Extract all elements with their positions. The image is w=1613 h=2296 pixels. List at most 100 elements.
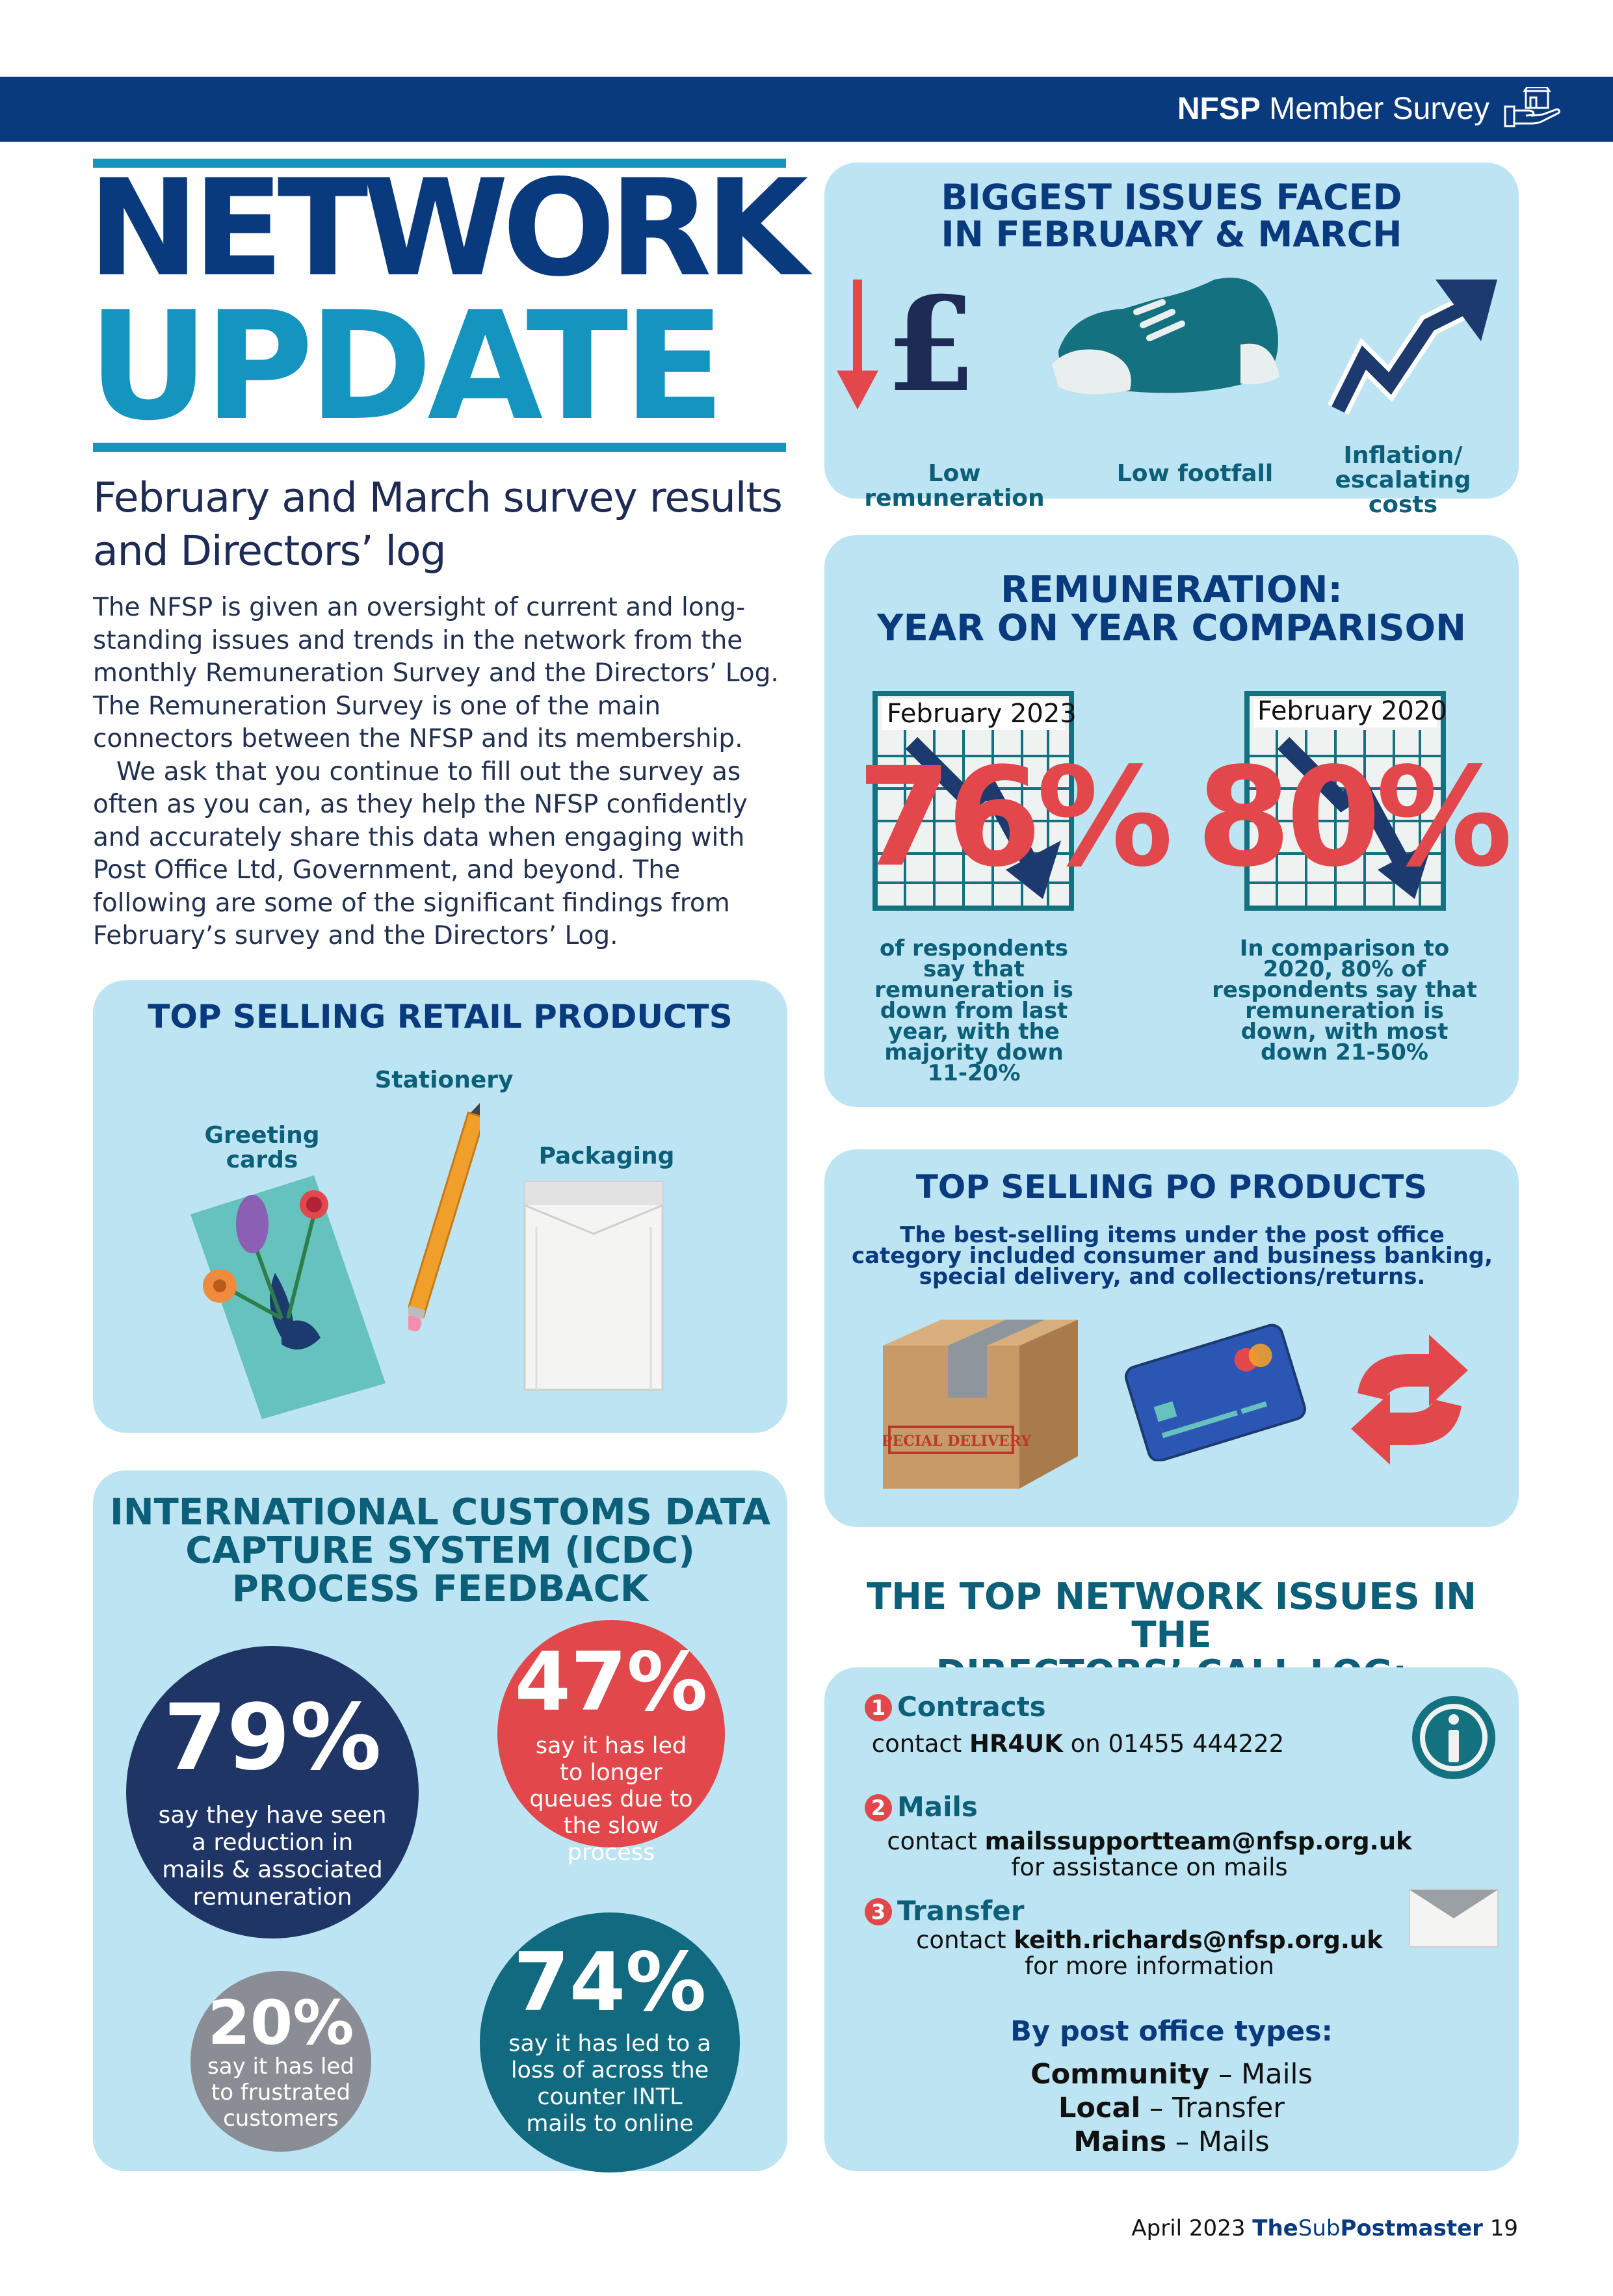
issue-mails-heading: 2 Mails [865, 1791, 978, 1823]
remuneration-card-2023: February 2023 76% of respondents say tha… [844, 691, 1174, 1086]
stat-circle-20: 20% say it has led to frustrated custome… [190, 1971, 371, 2152]
biggest-issues-title-line2: IN FEBRUARY & MARCH [941, 213, 1402, 255]
po-products-description: The best-selling items under the post of… [851, 1222, 1493, 1290]
info-icon [1412, 1696, 1495, 1779]
call-log-panel: 1 Contracts contact HR4UK on 01455 444222… [824, 1667, 1519, 2171]
remuneration-title-line2: YEAR ON YEAR COMPARISON [877, 607, 1466, 649]
stat-circle-47: 47% say it has led to longer queues due … [497, 1620, 725, 1866]
stat-74-text: say it has led to a loss of across the c… [508, 2031, 711, 2137]
types-list: Community – Mails Local – Transfer Mains… [824, 2057, 1519, 2159]
po-products-panel: TOP SELLING PO PRODUCTS The best-selling… [824, 1149, 1519, 1527]
issue-contracts-text: contact HR4UK on 01455 444222 [863, 1731, 1292, 1757]
stat-47-value: 47% [514, 1636, 708, 1729]
returns-arrows-icon [1351, 1335, 1468, 1465]
stat-circle-74: 74% say it has led to a loss of across t… [480, 1912, 740, 2172]
stat-circle-79: 79% say they have seen a reduction in ma… [126, 1646, 419, 1938]
footer-date: April 2023 [1131, 2215, 1246, 2241]
stat-20-value: 20% [207, 1988, 354, 2059]
stat-74-value: 74% [513, 1936, 707, 2029]
card-2020-caption: In comparison to 2020, 80% of respondent… [1212, 935, 1477, 1065]
issue-transfer-title: Transfer [897, 1895, 1025, 1927]
type-name: Community [1030, 2058, 1210, 2091]
retail-products-title: TOP SELLING RETAIL PRODUCTS [148, 998, 733, 1036]
pencil-icon [408, 1102, 480, 1332]
issue-label-footfall: Low footfall [1116, 460, 1274, 487]
types-heading: By post office types: [1010, 2015, 1333, 2048]
page-number: 19 [1489, 2215, 1518, 2241]
footer-pub-name: Postmaster [1340, 2215, 1483, 2241]
type-local: Local – Transfer [824, 2091, 1519, 2125]
page-footer: April 2023 TheSubPostmaster 19 [1131, 2215, 1518, 2241]
contact-prefix: contact [887, 1827, 985, 1855]
intro-paragraph-2: We ask that you continue to fill out the… [93, 757, 748, 951]
header-brand: NFSP [1177, 92, 1261, 126]
type-name: Mains [1073, 2126, 1167, 2158]
stat-79-value: 79% [163, 1685, 382, 1791]
contact-mails-email[interactable]: mailssupportteam@nfsp.org.uk [984, 1827, 1412, 1855]
contact-hr4uk: HR4UK [969, 1730, 1063, 1758]
biggest-issues-title-line1: BIGGEST ISSUES FACED [941, 177, 1402, 218]
card-2020-value: 80% [1196, 738, 1513, 897]
issue-mails-text: contact mailssupportteam@nfsp.org.uk for… [863, 1829, 1436, 1881]
page-subtitle: February and March survey results and Di… [93, 474, 783, 575]
retail-label-cards: Greeting cards [204, 1122, 320, 1173]
stat-47-text: say it has led to longer queues due to t… [529, 1733, 693, 1866]
calendar-down-icon [872, 691, 1074, 911]
remuneration-title: REMUNERATION: YEAR ON YEAR COMPARISON [824, 571, 1519, 648]
envelope-icon [1409, 1889, 1499, 1948]
retail-label-stationery: Stationery [374, 1067, 514, 1093]
icdc-title: INTERNATIONAL CUSTOMS DATA CAPTURE SYSTE… [93, 1491, 787, 1608]
shoe-icon [1052, 278, 1279, 395]
icdc-title-line1: INTERNATIONAL CUSTOMS DATA [109, 1491, 771, 1533]
footer-pub-sub: Sub [1298, 2215, 1341, 2241]
issue-transfer-note: for more information [1025, 1952, 1274, 1980]
icdc-feedback-panel: INTERNATIONAL CUSTOMS DATA CAPTURE SYSTE… [93, 1470, 787, 2172]
icdc-title-line2: CAPTURE SYSTEM (ICDC) [185, 1529, 695, 1572]
type-name: Local [1058, 2092, 1141, 2124]
retail-products-panel: TOP SELLING RETAIL PRODUCTS Greeting car… [93, 980, 787, 1433]
issue-number: 1 [865, 1694, 892, 1721]
intro-paragraph-1: The NFSP is given an oversight of curren… [93, 593, 779, 753]
title-rule-bottom [93, 443, 786, 452]
parcel-box-icon: SPECIAL DELIVERY [883, 1320, 1078, 1489]
card-2020-period: February 2020 [1257, 696, 1447, 726]
type-issue: – Transfer [1140, 2092, 1285, 2124]
call-log-heading-line1: THE TOP NETWORK ISSUES IN THE [866, 1576, 1477, 1656]
greeting-card-icon [190, 1175, 386, 1419]
page-title-line1: NETWORK [88, 151, 809, 306]
issue-number: 2 [865, 1794, 892, 1821]
stat-79-text: say they have seen a reduction in mails … [158, 1802, 387, 1911]
issue-contracts-heading: 1 Contracts [865, 1691, 1046, 1723]
stat-20-text: say it has led to frustrated customers [207, 2054, 354, 2132]
type-issue: – Mails [1166, 2126, 1270, 2158]
biggest-issues-title: BIGGEST ISSUES FACED IN FEBRUARY & MARCH [824, 179, 1519, 253]
card-2023-caption: of respondents say that remuneration is … [874, 935, 1073, 1086]
header-section: Member Survey [1269, 92, 1489, 126]
issue-transfer-text: contact keith.richards@nfsp.org.uk for m… [863, 1927, 1436, 1979]
bank-card-icon [1124, 1324, 1306, 1461]
contact-prefix: contact [871, 1730, 969, 1758]
remuneration-panel: REMUNERATION: YEAR ON YEAR COMPARISON Fe… [824, 535, 1519, 1107]
contact-prefix: contact [916, 1926, 1014, 1954]
po-products-title: TOP SELLING PO PRODUCTS [915, 1168, 1428, 1206]
title-rule-top [93, 159, 786, 168]
issue-label-inflation: Inflation/ escalating costs [1335, 442, 1471, 518]
remuneration-title-line1: REMUNERATION: [1001, 569, 1343, 611]
issue-mails-title: Mails [897, 1791, 978, 1823]
issue-number: 3 [865, 1898, 892, 1925]
issue-mails-note: for assistance on mails [1011, 1853, 1288, 1881]
intro-text: The NFSP is given an oversight of curren… [93, 592, 802, 953]
retail-label-packaging: Packaging [538, 1143, 675, 1169]
header-bar: NFSP Member Survey [0, 77, 1613, 142]
contact-transfer-email[interactable]: keith.richards@nfsp.org.uk [1014, 1926, 1383, 1954]
type-community: Community – Mails [824, 2057, 1519, 2091]
rising-arrow-icon [1327, 280, 1497, 415]
post-office-hand-icon [1504, 87, 1561, 127]
svg-text:£: £ [885, 280, 976, 416]
card-2023-period: February 2023 [887, 699, 1077, 729]
card-2023-value: 76% [857, 738, 1174, 897]
envelope-packaging-icon [523, 1181, 664, 1391]
type-issue: – Mails [1209, 2058, 1313, 2091]
pound-down-arrow-icon: £ [837, 280, 977, 416]
type-mains: Mains – Mails [824, 2125, 1519, 2159]
